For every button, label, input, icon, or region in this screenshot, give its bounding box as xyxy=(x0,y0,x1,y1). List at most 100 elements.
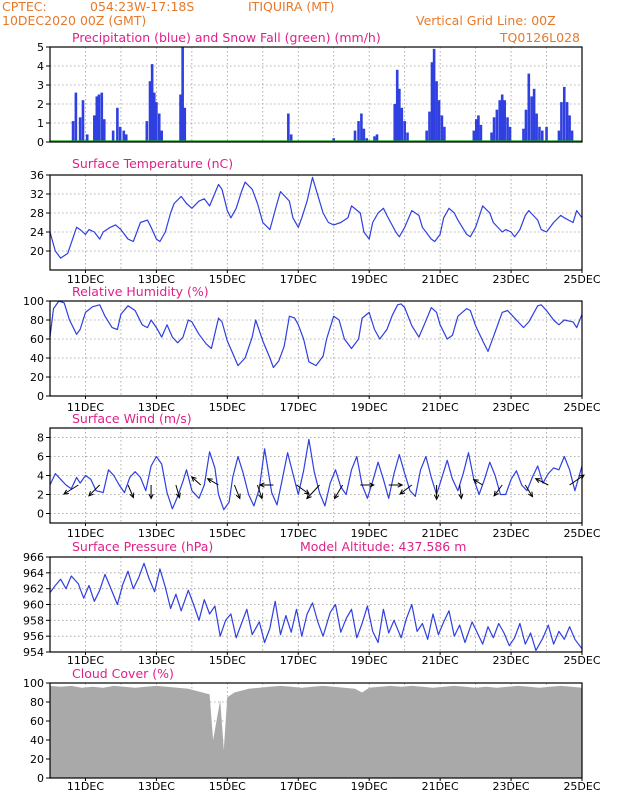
precip-bar xyxy=(475,119,478,142)
wind-arrow xyxy=(296,484,311,495)
y-tick-label: 32 xyxy=(30,188,44,201)
precip-bar xyxy=(71,121,75,142)
y-tick-label: 20 xyxy=(30,371,44,384)
y-tick-label: 1 xyxy=(37,117,44,130)
x-tick-label: 21DEC xyxy=(422,527,459,540)
precip-bar xyxy=(479,124,483,142)
precip-bar xyxy=(500,94,504,142)
panel-frame xyxy=(49,300,583,397)
y-tick-label: 2 xyxy=(37,98,44,111)
x-tick-label: 15DEC xyxy=(209,401,246,414)
precip-bar xyxy=(428,111,431,142)
x-tick-label: 11DEC xyxy=(67,401,104,414)
precip-bar xyxy=(425,130,428,142)
panel-frame xyxy=(49,174,583,271)
wind-arrow-head xyxy=(397,482,404,488)
x-tick-label: 21DEC xyxy=(422,401,459,414)
wind-arrow-shaft xyxy=(493,484,503,497)
header-product: TQ0126L028 xyxy=(499,30,580,45)
wind-arrow-head xyxy=(304,489,311,495)
panel-title: Relative Humidity (%) xyxy=(72,284,209,299)
panel-subtitle: Model Altitude: 437.586 m xyxy=(300,539,466,554)
x-tick-label: 17DEC xyxy=(280,273,317,286)
precip-bar xyxy=(522,128,525,142)
wind-arrow-shaft xyxy=(535,478,549,486)
x-tick-label: 23DEC xyxy=(493,401,530,414)
header-source: CPTEC: xyxy=(2,0,47,14)
y-tick-label: 0 xyxy=(37,390,44,403)
precip-bar xyxy=(492,117,496,142)
x-tick-label: 25DEC xyxy=(563,273,600,286)
x-tick-label: 25DEC xyxy=(563,654,600,667)
wind-arrow xyxy=(63,484,79,495)
precip-bar xyxy=(74,92,78,142)
precip-bar xyxy=(155,102,158,142)
precip-bar xyxy=(490,132,493,142)
y-tick-label: 20 xyxy=(30,245,44,258)
wind-arrow xyxy=(524,484,534,498)
precip-bar xyxy=(545,126,548,142)
x-tick-label: 25DEC xyxy=(563,780,600,793)
wind-arrow-shaft xyxy=(334,484,344,499)
precip-bar xyxy=(373,136,376,142)
precip-bar xyxy=(540,130,544,142)
x-tick-label: 15DEC xyxy=(209,654,246,667)
x-tick-label: 17DEC xyxy=(280,780,317,793)
precip-bar xyxy=(362,128,366,142)
wind-arrow xyxy=(175,484,181,499)
panel-6: Cloud Cover (%) 0 20 40 60 80 100 11DEC 13DEC 15D… xyxy=(23,666,601,793)
wind-arrow-shaft xyxy=(175,484,180,498)
precip-bar xyxy=(179,94,182,142)
x-tick-label: 19DEC xyxy=(351,401,388,414)
panel-1: Precipitation (blue) and Snow Fall (gree… xyxy=(37,30,583,149)
precip-bar xyxy=(157,113,161,142)
wind-arrow-head xyxy=(333,493,339,500)
precip-bar xyxy=(440,115,444,142)
wind-arrow-head xyxy=(258,493,264,500)
precip-bar xyxy=(472,130,476,142)
x-tick-label: 11DEC xyxy=(67,780,104,793)
wind-arrow-head xyxy=(175,492,181,499)
wind-arrow-shaft xyxy=(399,484,413,495)
precip-bar xyxy=(150,64,154,142)
y-tick-label: 60 xyxy=(30,333,44,346)
precip-bar xyxy=(508,126,512,142)
precip-bar xyxy=(406,132,409,142)
wind-arrow xyxy=(388,482,404,488)
precip-bar xyxy=(357,121,360,142)
precip-bar xyxy=(530,96,533,142)
wind-arrow xyxy=(534,478,549,486)
precip-bar xyxy=(430,62,434,143)
y-tick-label: 956 xyxy=(23,630,44,643)
precip-bar xyxy=(375,134,379,142)
precip-bar xyxy=(81,100,85,142)
wind-arrow-shaft xyxy=(88,484,101,497)
precip-bar xyxy=(532,88,536,142)
precip-bar xyxy=(160,130,164,142)
x-tick-label: 11DEC xyxy=(67,273,104,286)
precip-bar xyxy=(145,121,149,142)
panel-frame xyxy=(49,46,583,143)
precip-bar xyxy=(78,117,82,142)
wind-arrow-head xyxy=(190,476,197,482)
panel-5: Surface Pressure (hPa) Model Altitude: 43… xyxy=(23,539,601,667)
precip-bar xyxy=(393,104,397,142)
precip-bar xyxy=(353,130,357,142)
header-grid-note: Vertical Grid Line: 00Z xyxy=(416,13,556,28)
precip-bar xyxy=(562,86,566,142)
wind-arrow-shaft xyxy=(127,484,134,498)
x-tick-label: 19DEC xyxy=(351,527,388,540)
panel-4: Surface Wind (m/s) 0 2 4 6 8 11DEC 13DEC 15DEC 17… xyxy=(37,411,601,540)
wind-arrow xyxy=(399,484,413,495)
precip-bar xyxy=(435,81,438,142)
x-tick-label: 23DEC xyxy=(493,780,530,793)
y-tick-label: 4 xyxy=(37,470,44,483)
wind-arrow-shaft xyxy=(207,478,219,486)
y-tick-label: 4 xyxy=(37,60,44,73)
y-tick-label: 964 xyxy=(23,567,44,580)
precip-bar xyxy=(437,100,441,142)
precip-bar xyxy=(102,119,106,142)
x-tick-label: 19DEC xyxy=(351,654,388,667)
y-tick-label: 100 xyxy=(23,295,44,308)
precip-bar xyxy=(152,92,156,142)
